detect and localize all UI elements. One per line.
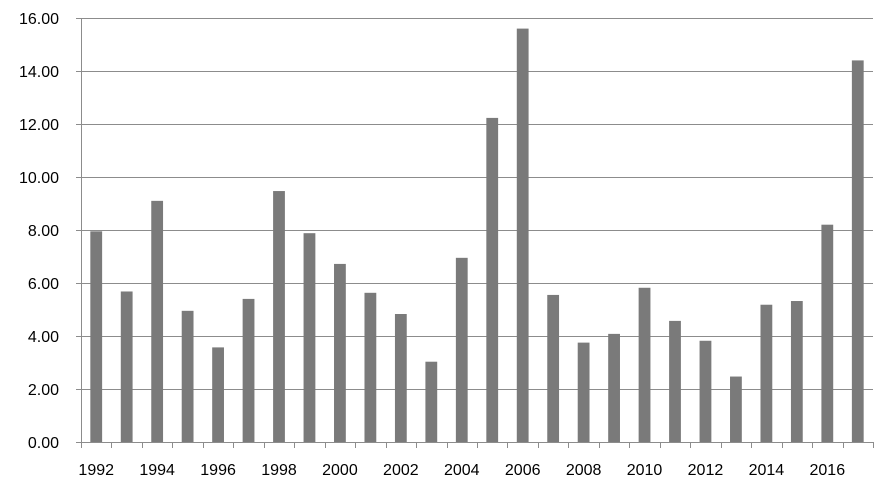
x-tick-label: 2016 bbox=[810, 462, 846, 479]
y-tick-label: 8.00 bbox=[28, 223, 59, 240]
x-axis-tick-labels: 1992 1994 1996 1998 2000 2002 2004 2006 2008 2010… bbox=[78, 462, 845, 479]
x-tick-label: 2002 bbox=[383, 462, 419, 479]
x-tick-label: 2004 bbox=[444, 462, 480, 479]
bar-1992 bbox=[90, 231, 103, 442]
bar-2011 bbox=[669, 320, 681, 442]
y-tick-label: 16.00 bbox=[19, 11, 59, 28]
gridlines bbox=[81, 18, 873, 390]
x-tick-label: 1994 bbox=[139, 462, 175, 479]
bar-2006 bbox=[516, 28, 529, 442]
bar-2008 bbox=[577, 342, 590, 442]
bar-1996 bbox=[212, 347, 224, 442]
bar-2017 bbox=[851, 60, 864, 443]
bar-2001 bbox=[364, 292, 377, 442]
bars bbox=[90, 28, 864, 443]
bar-2015 bbox=[790, 301, 803, 442]
bar-1993 bbox=[120, 291, 133, 442]
bar-2005 bbox=[486, 117, 499, 442]
bar-1997 bbox=[242, 298, 255, 442]
y-tick-label: 12.00 bbox=[19, 117, 59, 134]
bar-2014 bbox=[760, 304, 773, 442]
y-tick-label: 10.00 bbox=[19, 170, 59, 187]
x-tick-label: 1998 bbox=[261, 462, 297, 479]
bar-1995 bbox=[181, 310, 194, 442]
x-tick-label: 1996 bbox=[200, 462, 236, 479]
bar-2010 bbox=[638, 287, 651, 442]
x-tick-label: 2014 bbox=[749, 462, 785, 479]
bar-2013 bbox=[730, 376, 742, 442]
y-tick-label: 2.00 bbox=[28, 382, 59, 399]
bar-2009 bbox=[608, 333, 620, 442]
x-tick-label: 2006 bbox=[505, 462, 541, 479]
y-tick-label: 14.00 bbox=[19, 64, 59, 81]
bar-2012 bbox=[699, 340, 712, 442]
bar-2002 bbox=[394, 314, 407, 442]
bar-2007 bbox=[547, 294, 560, 442]
axes bbox=[76, 18, 874, 448]
bar-2004 bbox=[455, 257, 468, 442]
y-tick-label: 0.00 bbox=[28, 435, 59, 452]
x-tick-label: 2000 bbox=[322, 462, 358, 479]
x-tick-label: 1992 bbox=[78, 462, 114, 479]
y-tick-label: 6.00 bbox=[28, 276, 59, 293]
bar-1999 bbox=[303, 233, 316, 442]
x-tick-label: 2010 bbox=[627, 462, 663, 479]
bar-2003 bbox=[425, 361, 438, 442]
x-tick-label: 2012 bbox=[688, 462, 724, 479]
bar-2000 bbox=[334, 263, 346, 442]
bar-1998 bbox=[273, 191, 285, 442]
y-axis-tick-labels: 0.00 2.00 4.00 6.00 8.00 10.00 12.00 14.00 16.00 bbox=[19, 11, 59, 452]
bar-1994 bbox=[151, 200, 164, 442]
bar-2016 bbox=[821, 224, 834, 442]
y-tick-label: 4.00 bbox=[28, 329, 59, 346]
x-tick-label: 2008 bbox=[566, 462, 602, 479]
